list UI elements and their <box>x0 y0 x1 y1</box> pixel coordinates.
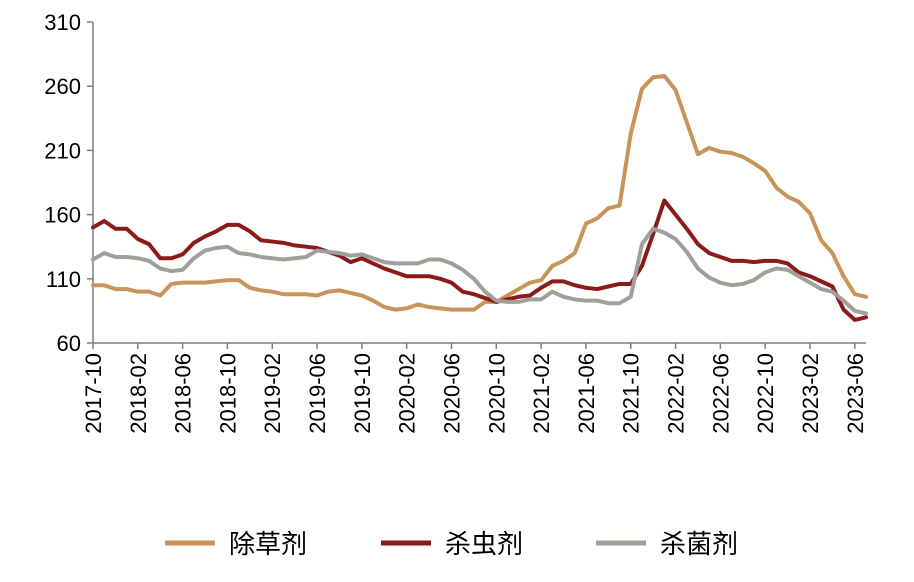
y-axis: 60 110 160 210 260 310 <box>44 10 94 356</box>
x-tick-label: 2022-02 <box>664 353 689 434</box>
x-tick-label: 2022-06 <box>708 353 733 434</box>
x-tick-label: 2019-02 <box>260 353 285 434</box>
x-tick-label: 2018-10 <box>215 353 240 434</box>
legend-label-3: 杀菌剂 <box>660 530 738 560</box>
x-tick-label: 2020-02 <box>395 353 420 434</box>
series-line-2 <box>91 198 868 322</box>
series-line-3 <box>91 226 868 316</box>
x-tick-label: 2018-06 <box>171 353 196 434</box>
x-axis: 2017-10 2018-02 2018-06 2018-10 2019-02 2019-… <box>81 342 868 434</box>
legend-label-1: 除草剂 <box>229 530 307 560</box>
x-tick-label: 2019-10 <box>350 353 375 434</box>
series-line-1 <box>91 73 868 312</box>
x-tick-label: 2021-06 <box>574 353 599 434</box>
x-tick-label: 2020-06 <box>439 353 464 434</box>
x-tick-label: 2018-02 <box>126 353 151 434</box>
y-tick-label: 260 <box>44 74 81 99</box>
x-tick-label: 2021-02 <box>529 353 554 434</box>
x-tick-label: 2017-10 <box>81 353 106 434</box>
y-tick-label: 160 <box>44 203 81 228</box>
x-tick-label: 2022-10 <box>753 353 778 434</box>
legend: 除草剂 杀虫剂 杀菌剂 <box>165 530 738 560</box>
x-tick-label: 2019-06 <box>305 353 330 434</box>
y-tick-label: 310 <box>44 10 81 35</box>
x-tick-label: 2023-06 <box>843 353 868 434</box>
legend-label-2: 杀虫剂 <box>445 530 523 560</box>
series-lines <box>91 73 868 322</box>
y-tick-label: 60 <box>57 331 81 356</box>
x-tick-label: 2023-02 <box>798 353 823 434</box>
x-tick-label: 2021-10 <box>619 353 644 434</box>
x-tick-label: 2020-10 <box>484 353 509 434</box>
y-tick-label: 210 <box>44 138 81 163</box>
y-tick-label: 110 <box>46 267 81 292</box>
